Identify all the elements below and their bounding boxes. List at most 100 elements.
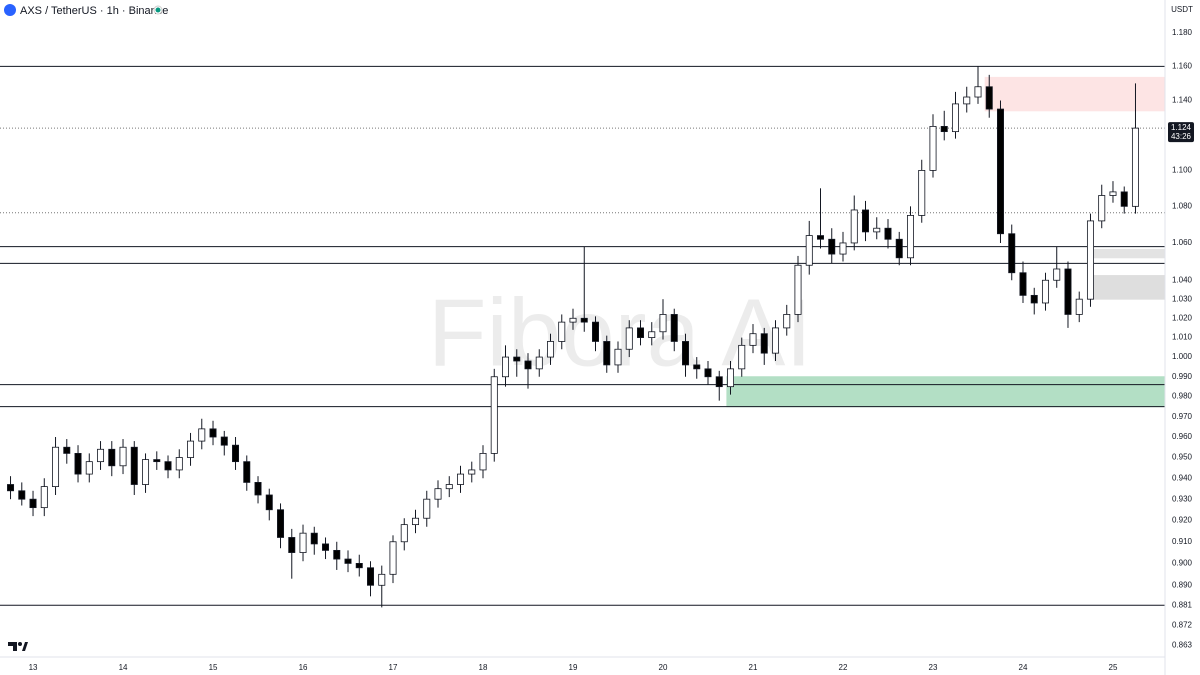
y-tick-label: 0.980	[1172, 392, 1193, 401]
candle-body	[164, 461, 172, 471]
status-dot	[155, 7, 161, 13]
y-tick-label: 0.930	[1172, 494, 1193, 503]
y-tick-label: 1.180	[1172, 28, 1193, 37]
y-tick-label: 0.900	[1172, 559, 1193, 568]
y-tick-label: 1.040	[1172, 275, 1193, 284]
tv-logo	[8, 642, 28, 651]
x-tick-label: 23	[929, 663, 938, 672]
candle-body	[715, 376, 723, 388]
candle-body	[18, 490, 26, 500]
candle-body	[592, 321, 599, 342]
y-tick-label: 0.890	[1172, 580, 1193, 589]
axes: 1.180 1.160 1.140 1.100 1.080 1.060 1.040 1.030…	[29, 28, 1194, 672]
candle-body	[1041, 279, 1049, 304]
candle-body	[524, 360, 532, 370]
candle-body	[1109, 191, 1117, 196]
watermark: Fibora AI	[428, 279, 812, 386]
candle-body	[1098, 195, 1106, 222]
x-tick-label: 24	[1019, 663, 1028, 672]
y-tick-label: 1.160	[1172, 62, 1193, 71]
candle-body	[547, 341, 555, 358]
candle-body	[153, 459, 161, 463]
candle-body	[682, 341, 689, 366]
candle-body	[119, 446, 127, 467]
candle-body	[569, 317, 577, 323]
zone	[1087, 248, 1166, 259]
candle-body	[1120, 191, 1128, 207]
candle-body	[243, 461, 251, 483]
candle-body	[1131, 127, 1139, 207]
candle-body	[1064, 268, 1072, 315]
zone	[1087, 275, 1166, 300]
currency-label: USDT	[1171, 5, 1193, 14]
x-tick-label: 22	[839, 663, 848, 672]
y-tick-label: 0.960	[1172, 432, 1193, 441]
y-tick-label: 0.990	[1172, 372, 1193, 381]
x-tick-label: 18	[479, 663, 488, 672]
candle-body	[299, 532, 307, 553]
x-tick-label: 13	[29, 663, 38, 672]
x-tick-label: 19	[569, 663, 578, 672]
candle-body	[265, 494, 273, 511]
candle-body	[895, 238, 903, 259]
y-tick-label: 0.863	[1172, 641, 1193, 650]
candle-body	[479, 452, 487, 471]
candle-body	[457, 473, 465, 485]
candle-body	[749, 333, 757, 346]
candle-body	[659, 314, 667, 333]
candle-body	[625, 327, 633, 350]
y-tick-label: 0.940	[1172, 473, 1193, 482]
candle-body	[198, 428, 206, 442]
candle-body	[850, 209, 858, 244]
x-tick-label: 25	[1109, 663, 1118, 672]
candle-body	[794, 264, 802, 315]
candle-body	[614, 348, 622, 366]
candle-body	[985, 86, 993, 110]
zone	[726, 376, 1166, 408]
countdown-label: 43:26	[1171, 132, 1192, 141]
candle-body	[1086, 220, 1094, 300]
candle-body	[130, 446, 138, 485]
candle-body	[693, 364, 701, 370]
candle-body	[884, 227, 892, 240]
candle-body	[187, 440, 195, 458]
candle-body	[918, 170, 926, 216]
candle-body	[175, 457, 183, 471]
chart-title: AXS / TetherUS · 1h · Binance	[20, 5, 168, 17]
candles	[7, 66, 1139, 608]
y-tick-label: 0.950	[1172, 453, 1193, 462]
candle-body	[378, 573, 386, 586]
candle-body	[805, 235, 813, 266]
candle-body	[400, 524, 408, 543]
candle-body	[940, 125, 948, 133]
candle-body	[861, 209, 869, 233]
candle-body	[209, 428, 217, 438]
y-tick-label: 1.060	[1172, 238, 1193, 247]
candle-body	[637, 327, 644, 338]
candle-body	[929, 125, 937, 171]
candle-body	[1075, 298, 1083, 315]
y-tick-label: 1.010	[1172, 333, 1193, 342]
candle-body	[502, 356, 510, 378]
candle-body	[74, 452, 82, 475]
candle-body	[951, 103, 959, 133]
x-tick-label: 16	[299, 663, 308, 672]
candle-body	[974, 86, 982, 98]
candle-body	[355, 563, 363, 569]
candle-body	[783, 314, 791, 329]
y-tick-label: 1.080	[1172, 201, 1193, 210]
candle-body	[580, 317, 588, 323]
candle-body	[996, 108, 1004, 235]
price-box	[1168, 122, 1194, 143]
candle-body	[873, 227, 881, 233]
candle-body	[1019, 272, 1027, 296]
candle-body	[1030, 294, 1038, 304]
x-tick-label: 17	[389, 663, 398, 672]
y-tick-label: 1.000	[1172, 352, 1193, 361]
candle-body	[434, 488, 442, 500]
candle-body	[445, 484, 453, 490]
candle-body	[704, 368, 712, 378]
y-tick-label: 1.140	[1172, 96, 1193, 105]
candle-body	[490, 376, 498, 454]
candle-body	[535, 356, 543, 370]
